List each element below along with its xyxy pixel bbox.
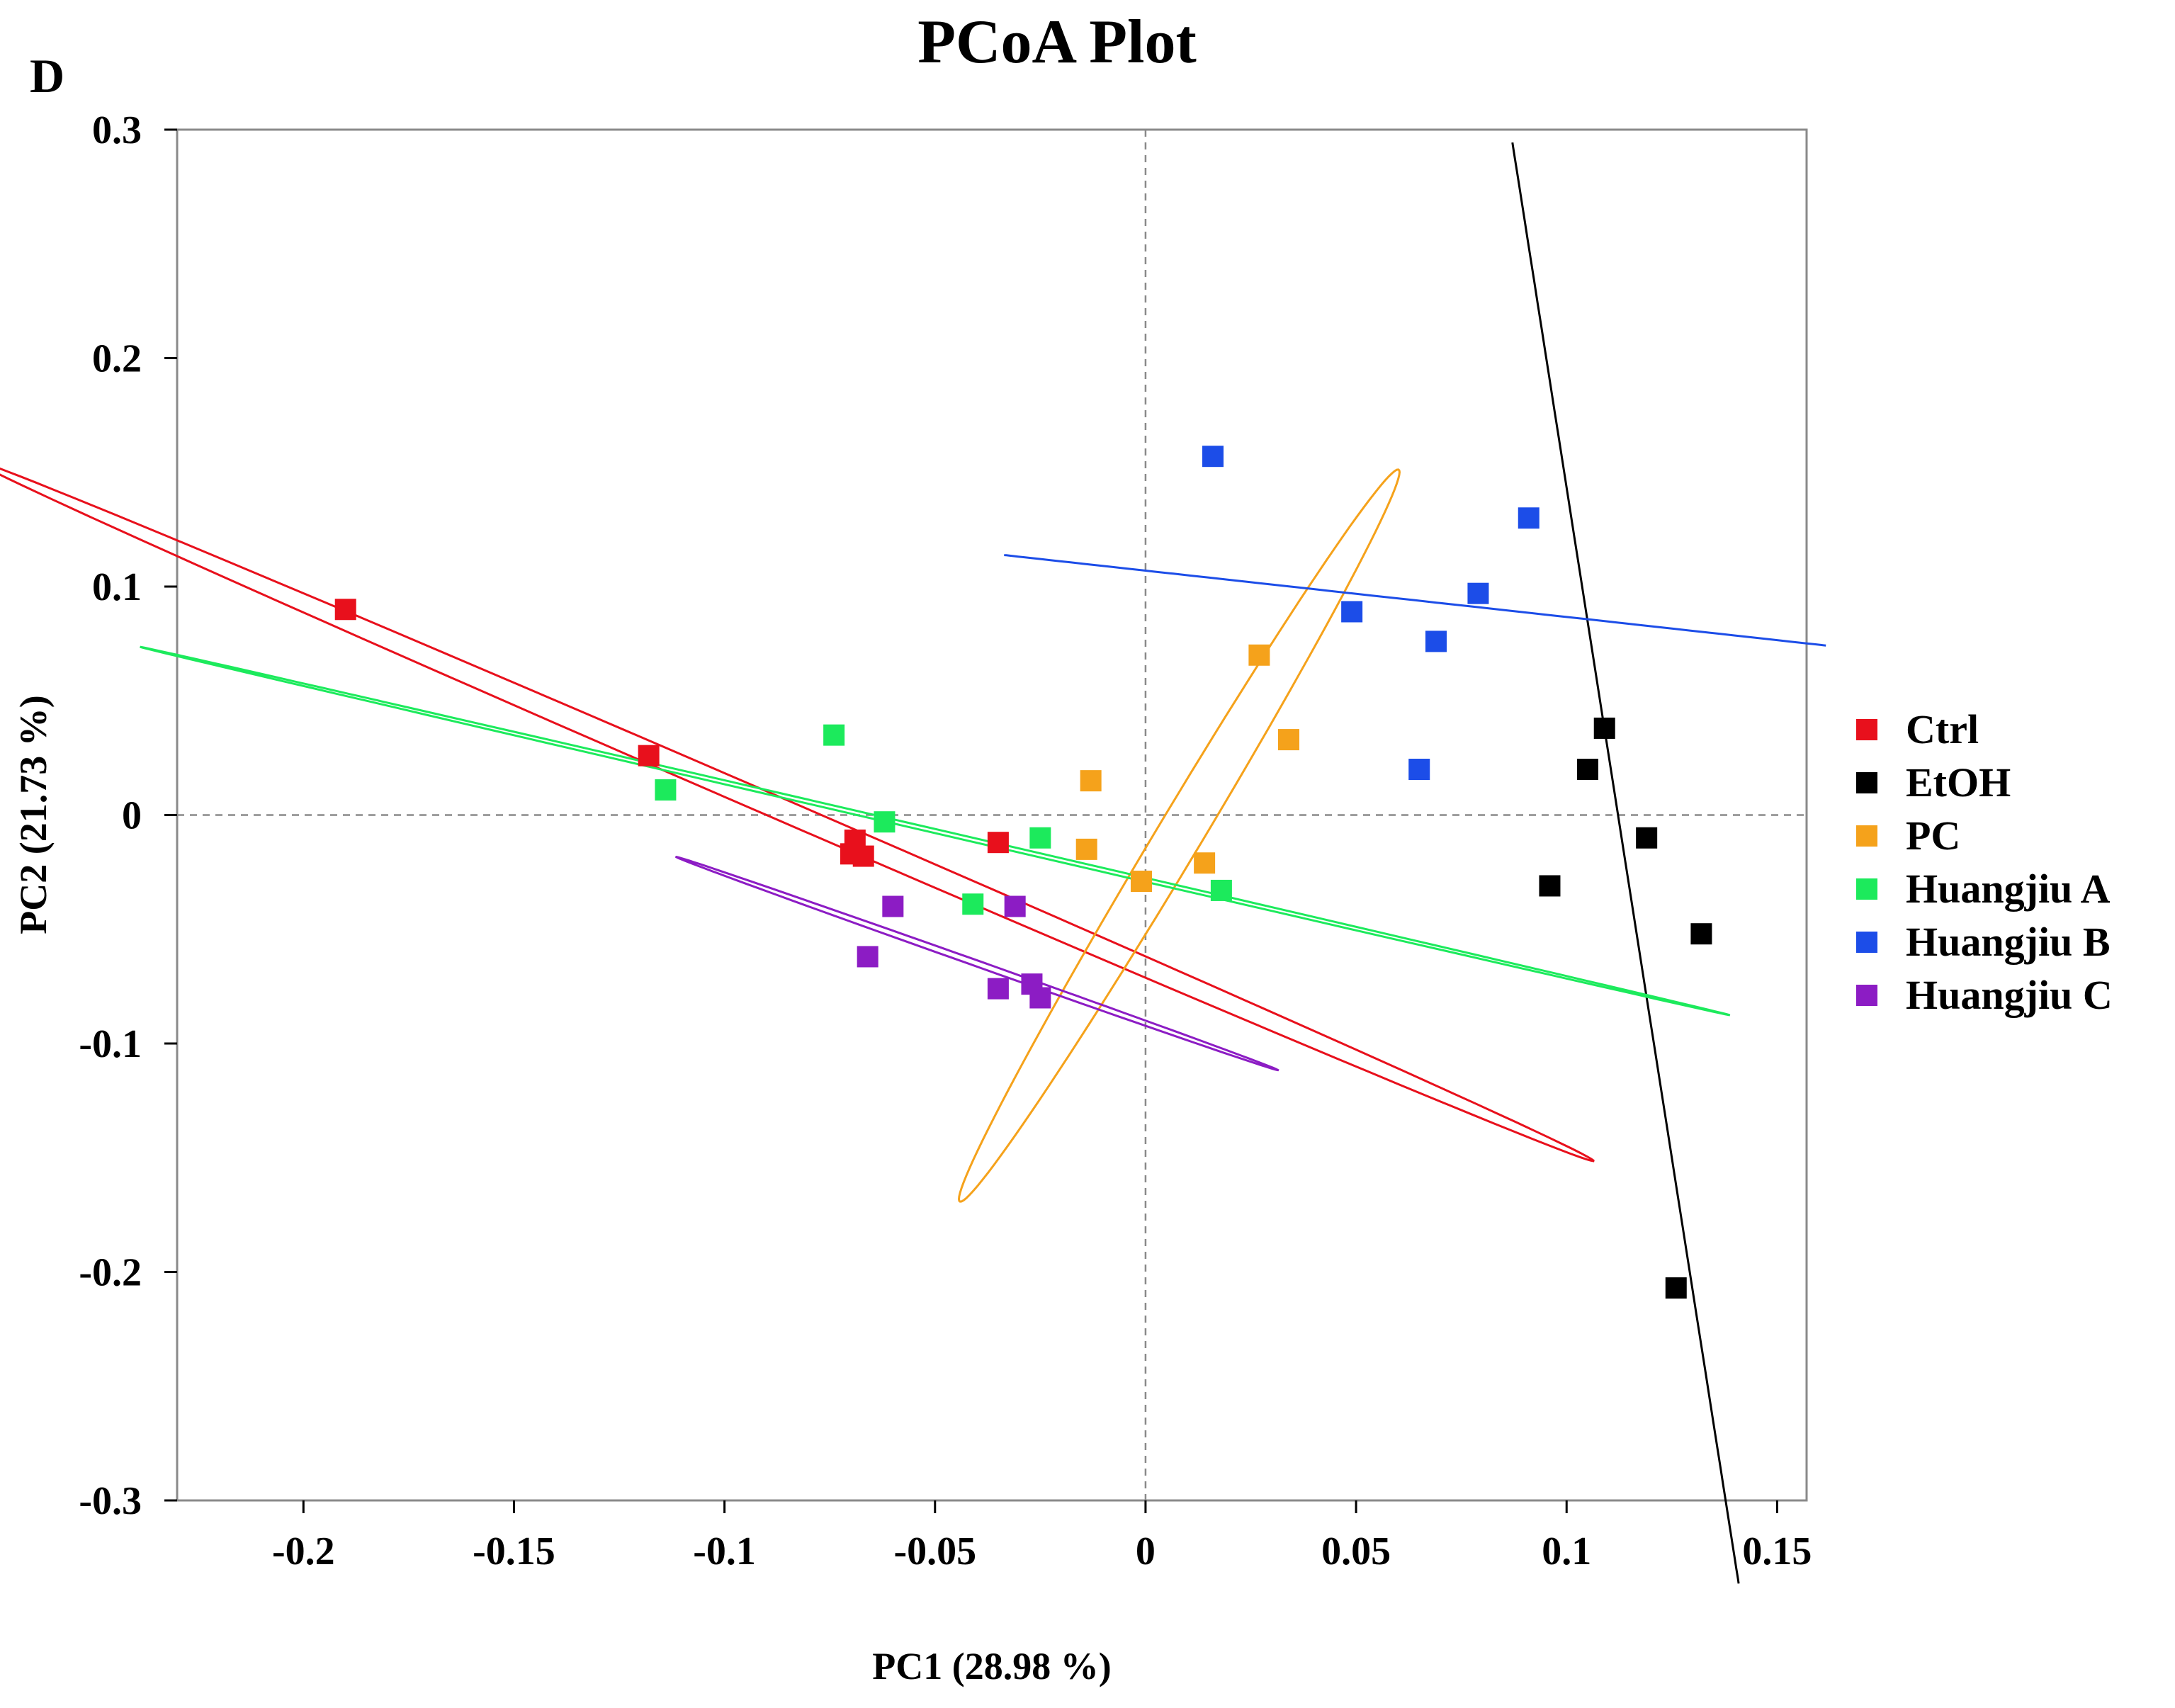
point-ctrl xyxy=(638,745,660,767)
legend: Ctrl EtOH PC Huangjiu A Huangjiu B Huangjiu C xyxy=(1856,706,2113,1018)
point-pc xyxy=(1277,729,1299,751)
x-tick-label: 0.1 xyxy=(1542,1529,1591,1573)
point-pc xyxy=(1080,770,1102,792)
legend-label-huangjiu-c: Huangjiu C xyxy=(1906,972,2113,1018)
x-tick-label: 0.05 xyxy=(1321,1529,1391,1573)
legend-label-pc: PC xyxy=(1906,813,1960,859)
point-pc xyxy=(1075,838,1097,860)
point-etoh xyxy=(1593,717,1615,739)
legend-label-huangjiu-a: Huangjiu A xyxy=(1906,866,2111,912)
x-tick-label: 0 xyxy=(1136,1529,1156,1573)
confidence-ellipses xyxy=(0,142,1826,1584)
ellipse-huangjiu-b xyxy=(1004,554,1826,647)
legend-swatch-etoh xyxy=(1856,772,1877,793)
legend-swatch-ctrl xyxy=(1856,719,1877,740)
point-ctrl xyxy=(987,832,1009,854)
x-tick-label: 0.15 xyxy=(1742,1529,1812,1573)
ellipse-etoh xyxy=(1511,142,1740,1584)
ellipse-huangjiu-c xyxy=(674,855,1279,1072)
point-etoh xyxy=(1665,1277,1687,1299)
point-etoh xyxy=(1690,923,1712,945)
point-huangjiu-c xyxy=(987,978,1009,1000)
point-huangjiu-c xyxy=(857,946,879,968)
y-tick-label: 0 xyxy=(122,794,142,838)
point-huangjiu-a xyxy=(1210,879,1232,901)
point-etoh xyxy=(1636,827,1658,849)
y-axis-label: PC2 (21.73 %) xyxy=(12,695,55,934)
legend-swatch-huangjiu-a xyxy=(1856,878,1877,900)
chart-title: PCoA Plot xyxy=(917,8,1197,77)
reference-lines xyxy=(177,130,1807,1500)
legend-swatch-pc xyxy=(1856,825,1877,847)
legend-label-huangjiu-b: Huangjiu B xyxy=(1906,919,2111,965)
x-tick-label: -0.05 xyxy=(893,1529,976,1573)
point-huangjiu-a xyxy=(1029,827,1051,849)
y-tick-label: -0.1 xyxy=(79,1022,142,1066)
ellipse-pc xyxy=(957,468,1401,1203)
point-huangjiu-a xyxy=(874,811,896,833)
y-tick-label: 0.3 xyxy=(92,108,142,152)
point-etoh xyxy=(1539,875,1561,897)
data-points xyxy=(334,446,1712,1299)
point-huangjiu-a xyxy=(823,724,845,746)
panel-label: D xyxy=(30,49,64,103)
point-pc xyxy=(1130,871,1152,893)
point-huangjiu-b xyxy=(1408,759,1430,780)
point-ctrl xyxy=(334,599,356,621)
point-pc xyxy=(1194,852,1216,874)
point-huangjiu-b xyxy=(1518,507,1540,529)
x-tick-label: -0.1 xyxy=(693,1529,756,1573)
y-tick-label: -0.3 xyxy=(79,1479,142,1523)
legend-label-ctrl: Ctrl xyxy=(1906,706,1979,752)
legend-swatch-huangjiu-b xyxy=(1856,932,1877,953)
axis-ticks: -0.2 -0.15 -0.1 -0.05 0 0.05 0.1 0.15 0.3 0.2 0.1 0… xyxy=(79,108,1812,1573)
x-tick-label: -0.2 xyxy=(272,1529,335,1573)
legend-swatch-huangjiu-c xyxy=(1856,985,1877,1006)
ellipse-ctrl xyxy=(0,467,1595,1163)
point-etoh xyxy=(1576,759,1598,780)
point-huangjiu-b xyxy=(1425,630,1447,652)
point-ctrl xyxy=(852,845,874,867)
point-huangjiu-c xyxy=(1029,987,1051,1009)
point-huangjiu-b xyxy=(1202,446,1224,468)
point-huangjiu-c xyxy=(1004,895,1026,917)
y-tick-label: -0.2 xyxy=(79,1251,142,1295)
point-huangjiu-b xyxy=(1467,582,1489,604)
legend-label-etoh: EtOH xyxy=(1906,759,2011,805)
point-huangjiu-a xyxy=(962,893,984,915)
y-tick-label: 0.1 xyxy=(92,565,142,609)
x-tick-label: -0.15 xyxy=(473,1529,555,1573)
point-huangjiu-c xyxy=(882,895,904,917)
y-tick-label: 0.2 xyxy=(92,337,142,381)
x-axis-label: PC1 (28.98 %) xyxy=(872,1645,1111,1687)
point-huangjiu-b xyxy=(1341,601,1363,623)
point-pc xyxy=(1248,644,1270,666)
ellipse-huangjiu-a xyxy=(140,645,1731,1017)
point-huangjiu-a xyxy=(655,779,677,801)
